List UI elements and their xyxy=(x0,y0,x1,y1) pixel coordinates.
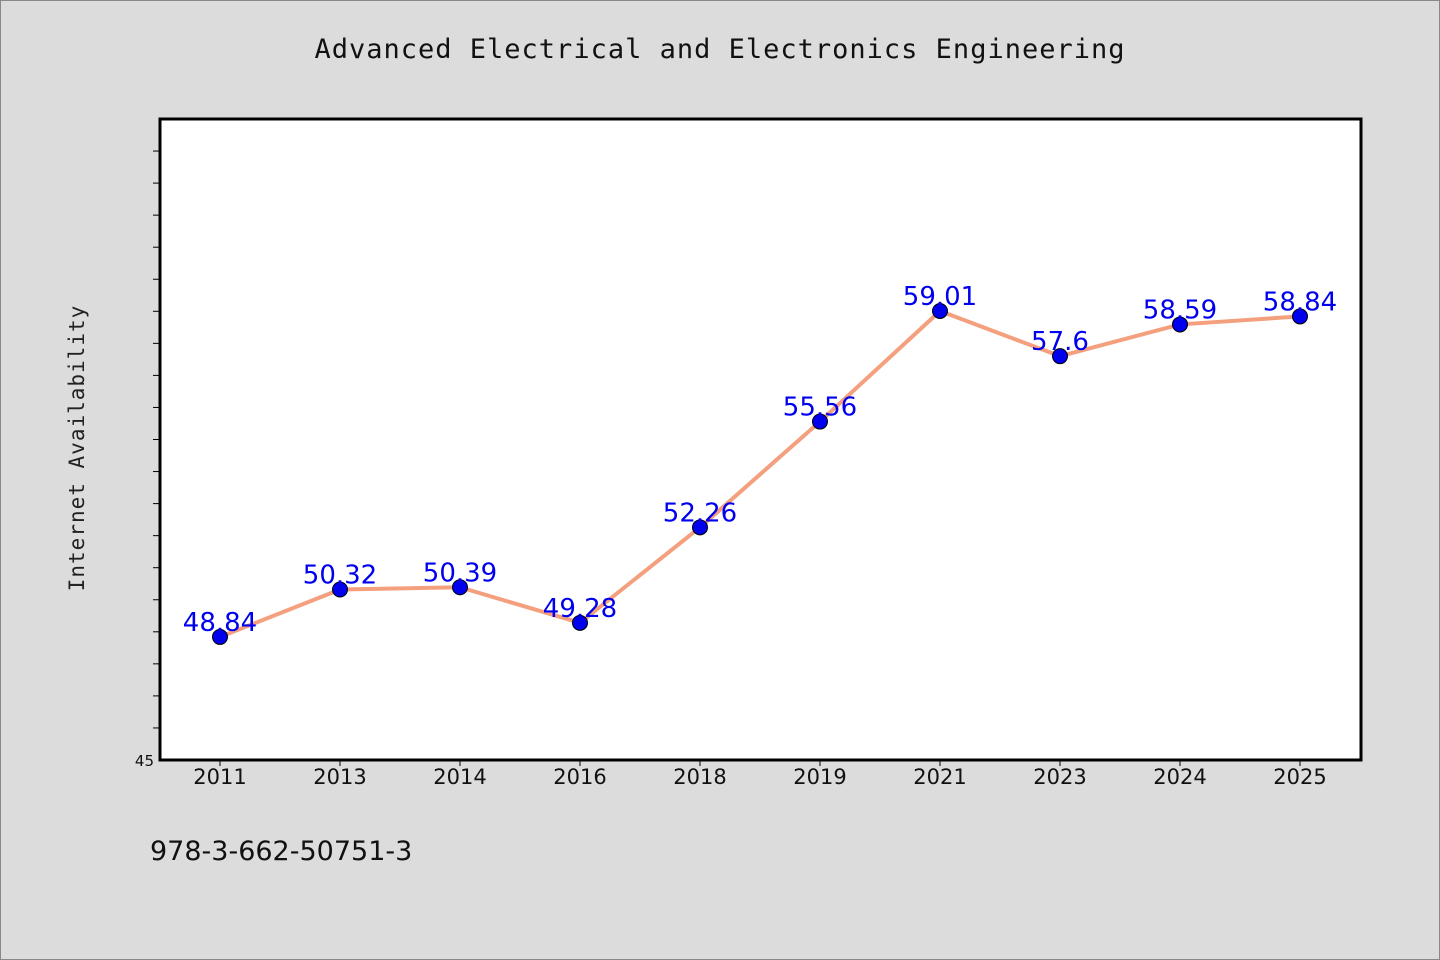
data-point xyxy=(692,519,708,536)
chart-title: Advanced Electrical and Electronics Engi… xyxy=(314,34,1126,65)
plot-area xyxy=(158,117,1363,762)
y-axis-ticks: 45 xyxy=(135,150,160,770)
data-label: 57.6 xyxy=(1031,327,1089,357)
x-tick-label: 2013 xyxy=(313,765,366,789)
x-tick-label: 2014 xyxy=(433,765,486,789)
data-label: 50.32 xyxy=(303,560,377,590)
data-point xyxy=(452,579,468,596)
data-point xyxy=(1292,308,1308,325)
data-label: 59.01 xyxy=(903,282,977,312)
data-label: 58.59 xyxy=(1143,295,1217,325)
data-point xyxy=(332,581,348,598)
data-label: 52.26 xyxy=(663,498,737,528)
data-point xyxy=(1172,316,1188,333)
data-label: 50.39 xyxy=(423,558,497,588)
x-tick-label: 2025 xyxy=(1273,765,1326,789)
data-label: 55.56 xyxy=(783,393,857,423)
x-tick-label: 2023 xyxy=(1033,765,1086,789)
x-tick-label: 2016 xyxy=(553,765,606,789)
series-group: 48.84 50.32 50.39 49.28 52.26 55.56 59.01 57.6 5… xyxy=(183,282,1337,645)
data-point xyxy=(572,614,588,631)
x-tick-label: 2018 xyxy=(673,765,726,789)
y-tick-label: 45 xyxy=(135,752,154,770)
data-label: 58.84 xyxy=(1263,287,1337,317)
x-axis-ticks: 2011 2013 2014 2016 2018 2019 2021 2023 2024 2025 xyxy=(193,760,1327,789)
x-tick-label: 2019 xyxy=(793,765,846,789)
isbn-text: 978-3-662-50751-3 xyxy=(150,836,413,867)
data-point xyxy=(212,628,228,645)
data-point xyxy=(1052,348,1068,365)
series-line xyxy=(218,308,1302,639)
data-label: 48.84 xyxy=(183,608,257,638)
data-point xyxy=(812,413,828,430)
x-tick-label: 2011 xyxy=(193,765,246,789)
x-tick-label: 2021 xyxy=(913,765,966,789)
x-tick-label: 2024 xyxy=(1153,765,1206,789)
data-point xyxy=(932,302,948,319)
data-label: 49.28 xyxy=(543,594,617,624)
